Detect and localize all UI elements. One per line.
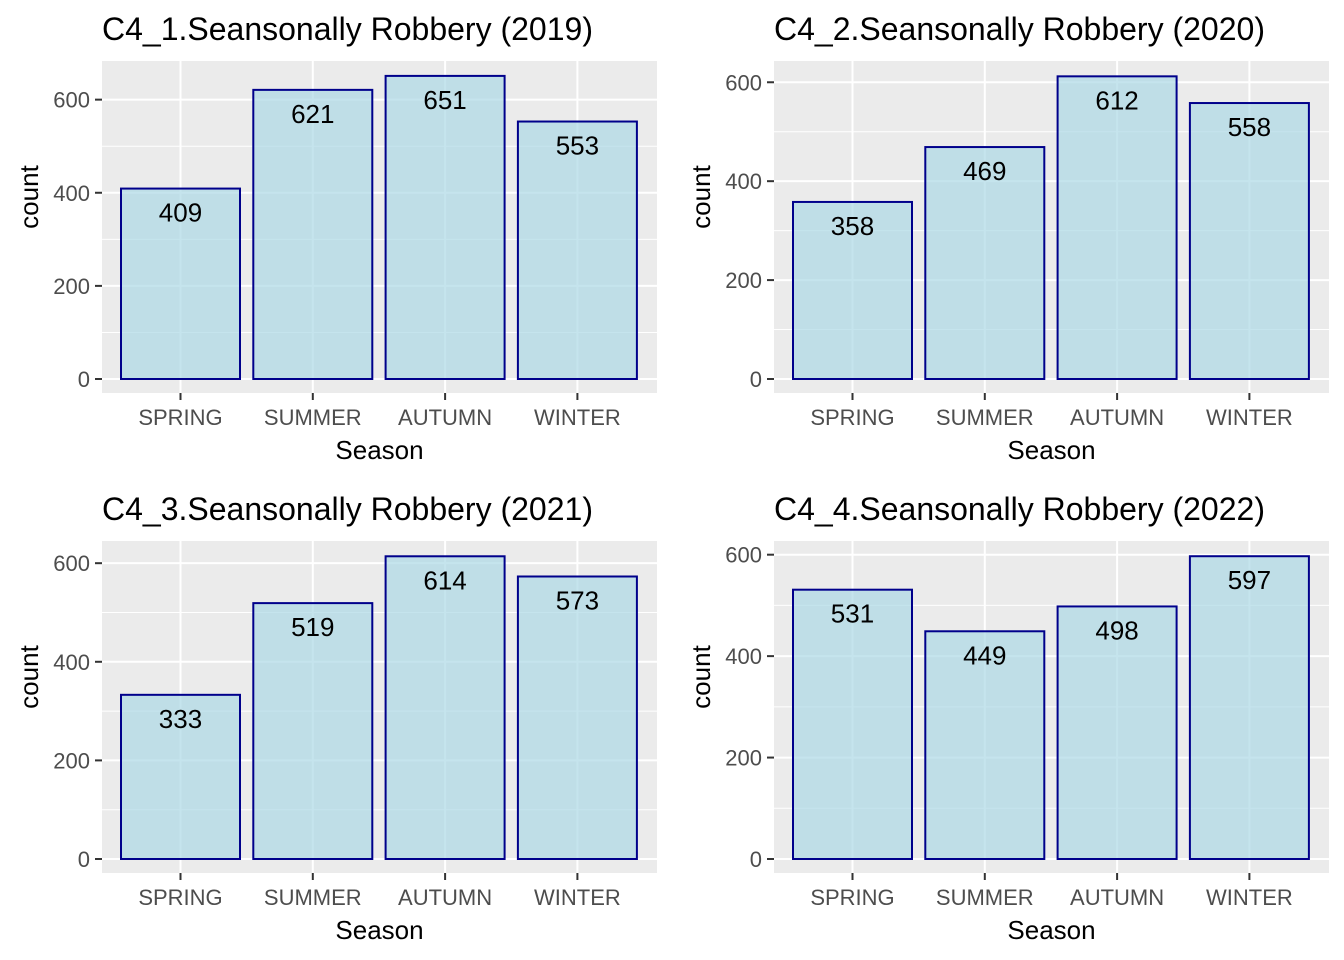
chart-panel-1: 409 621 651 553 0 200 400 600 SPRING SUMMER AUTUMN… <box>14 11 657 465</box>
x-tick-label-winter: WINTER <box>534 405 621 430</box>
y-tick-label: 400 <box>53 650 90 675</box>
data-label-winter: 558 <box>1228 112 1271 142</box>
data-label-autumn: 614 <box>423 565 466 595</box>
data-label-summer: 519 <box>291 612 334 642</box>
data-label-autumn: 612 <box>1095 85 1138 115</box>
x-tick-label-spring: SPRING <box>138 885 222 910</box>
bar-autumn <box>1056 75 1178 380</box>
chart-panel-2: 358 469 612 558 0 200 400 600 SPRING SUMMER AUTUMN… <box>686 11 1329 465</box>
chart-title: C4_4.Seansonally Robbery (2022) <box>774 491 1265 527</box>
bar-spring <box>792 200 913 380</box>
data-label-summer: 449 <box>963 640 1006 670</box>
data-label-winter: 573 <box>556 585 599 615</box>
bar-winter <box>1188 555 1310 861</box>
y-tick-label: 0 <box>78 367 90 392</box>
bar-summer <box>924 630 1046 860</box>
data-label-spring: 358 <box>831 211 874 241</box>
y-tick-label: 400 <box>725 169 762 194</box>
x-axis-title: Season <box>335 435 423 465</box>
data-label-autumn: 651 <box>423 85 466 115</box>
data-label-summer: 621 <box>291 99 334 129</box>
y-axis-title: count <box>14 644 44 708</box>
y-tick-label: 600 <box>53 551 90 576</box>
y-tick-label: 400 <box>53 181 90 206</box>
chart-title: C4_3.Seansonally Robbery (2021) <box>102 491 593 527</box>
data-label-autumn: 498 <box>1095 615 1138 645</box>
data-label-summer: 469 <box>963 156 1006 186</box>
data-label-winter: 553 <box>556 131 599 161</box>
y-tick-label: 200 <box>53 748 90 773</box>
chart-panel-4: 531 449 498 597 0 200 400 600 SPRING SUMMER AUTUMN… <box>686 491 1329 945</box>
x-tick-label-winter: WINTER <box>1206 405 1293 430</box>
y-tick-label: 0 <box>750 847 762 872</box>
y-tick-label: 0 <box>78 847 90 872</box>
x-tick-label-autumn: AUTUMN <box>398 885 492 910</box>
bar-spring <box>120 187 241 380</box>
y-tick-label: 200 <box>725 268 762 293</box>
y-tick-label: 600 <box>725 70 762 95</box>
y-tick-label: 0 <box>750 367 762 392</box>
x-axis-title: Season <box>1007 435 1095 465</box>
y-axis-title: count <box>686 164 716 228</box>
y-tick-label: 200 <box>53 274 90 299</box>
y-tick-label: 200 <box>725 746 762 771</box>
bar-autumn <box>384 555 506 860</box>
y-axis-title: count <box>14 164 44 228</box>
x-tick-label-winter: WINTER <box>1206 885 1293 910</box>
data-label-spring: 409 <box>159 198 202 228</box>
x-tick-label-autumn: AUTUMN <box>1070 885 1164 910</box>
bar-spring <box>120 693 241 860</box>
bar-summer <box>924 146 1046 380</box>
bar-autumn <box>384 74 506 380</box>
y-tick-label: 600 <box>725 543 762 568</box>
bar-winter <box>516 120 638 380</box>
chart-panel-3: 333 519 614 573 0 200 400 600 SPRING SUMMER AUTUMN… <box>14 491 657 945</box>
data-label-spring: 531 <box>831 599 874 629</box>
chart-title: C4_2.Seansonally Robbery (2020) <box>774 11 1265 47</box>
x-tick-label-summer: SUMMER <box>264 405 362 430</box>
x-tick-label-autumn: AUTUMN <box>1070 405 1164 430</box>
x-axis-title: Season <box>1007 915 1095 945</box>
bar-winter <box>516 575 638 860</box>
bar-summer <box>252 88 374 381</box>
x-tick-label-autumn: AUTUMN <box>398 405 492 430</box>
x-tick-label-summer: SUMMER <box>936 405 1034 430</box>
x-tick-label-spring: SPRING <box>138 405 222 430</box>
y-tick-label: 400 <box>725 644 762 669</box>
chart-title: C4_1.Seansonally Robbery (2019) <box>102 11 593 47</box>
bar-spring <box>792 588 913 860</box>
x-tick-label-spring: SPRING <box>810 885 894 910</box>
y-axis-title: count <box>686 644 716 708</box>
data-label-winter: 597 <box>1228 565 1271 595</box>
x-tick-label-summer: SUMMER <box>936 885 1034 910</box>
bar-autumn <box>1056 605 1178 860</box>
x-tick-label-spring: SPRING <box>810 405 894 430</box>
x-axis-title: Season <box>335 915 423 945</box>
bar-winter <box>1188 102 1310 380</box>
x-tick-label-winter: WINTER <box>534 885 621 910</box>
y-tick-label: 600 <box>53 88 90 113</box>
bar-summer <box>252 602 374 861</box>
data-label-spring: 333 <box>159 704 202 734</box>
x-tick-label-summer: SUMMER <box>264 885 362 910</box>
